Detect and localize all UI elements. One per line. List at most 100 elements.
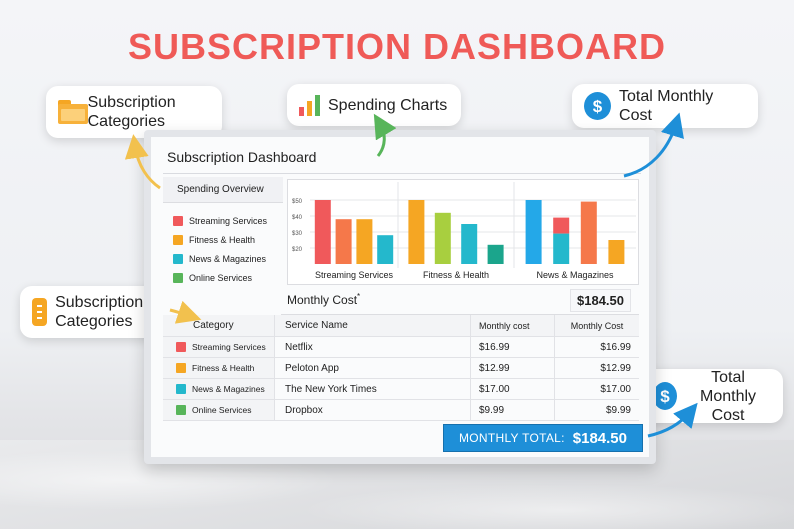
monthly-cost-label-text: Monthly Cost	[287, 293, 358, 307]
screen-title: Subscription Dashboard	[167, 149, 317, 165]
table-row[interactable]: Fitness & Health Peloton App $12.99 $12.99	[163, 358, 639, 379]
category-swatch	[176, 405, 186, 415]
monthly-cost-bar: Monthly Cost* $184.50	[281, 285, 639, 315]
monthly-total-value: $184.50	[572, 429, 627, 447]
subscription-table: Category Service Name Monthly cost Month…	[163, 315, 639, 421]
bar	[608, 240, 625, 264]
arrow-categories-top	[124, 134, 161, 190]
legend-label: Fitness & Health	[189, 234, 256, 245]
spending-overview-panel: Spending Overview Streaming Services Fit…	[163, 177, 283, 287]
callout-categories-side-label: Subscription Categories	[55, 294, 144, 330]
row-monthly-cost-2: $9.99	[605, 404, 631, 416]
x-category-label: News & Magazines	[536, 270, 614, 280]
row-category-label: News & Magazines	[192, 384, 265, 394]
callout-total-cost-side: $ Total Monthly Cost	[641, 368, 783, 424]
y-tick-label: $20	[292, 247, 303, 253]
bar-base	[553, 233, 570, 264]
row-service-name: Peloton App	[275, 358, 471, 378]
callout-total-cost-top: $ Total Monthly Cost	[572, 84, 758, 128]
bar	[356, 219, 373, 264]
row-category: Online Services	[163, 400, 275, 420]
table-row[interactable]: News & Magazines The New York Times $17.00…	[163, 379, 639, 400]
legend-swatch	[173, 272, 183, 283]
callout-spending-charts-label: Spending Charts	[328, 96, 448, 114]
row-category-label: Streaming Services	[192, 342, 266, 352]
row-category-label: Online Services	[192, 405, 252, 415]
folder-icon	[58, 100, 88, 124]
row-monthly-cost-1: $17.00	[471, 379, 555, 399]
legend-item[interactable]: Fitness & Health	[163, 230, 283, 249]
list-icon	[32, 298, 48, 326]
table-row[interactable]: Online Services Dropbox $9.99 $9.99	[163, 400, 639, 421]
row-category: Streaming Services	[163, 337, 275, 357]
x-category-label: Fitness & Health	[423, 270, 489, 280]
header-monthly-cost-2[interactable]: Monthly Cost	[570, 320, 624, 331]
row-monthly-cost-2: $17.00	[600, 383, 631, 395]
title-divider	[163, 173, 641, 174]
header-service-name[interactable]: Service Name	[275, 315, 471, 336]
category-swatch	[176, 342, 186, 352]
callout-total-cost-top-label: Total Monthly Cost	[619, 88, 714, 124]
arrow-total-cost-top	[623, 112, 684, 178]
row-category: Fitness & Health	[163, 358, 275, 378]
callout-categories-top: Subscription Categories	[46, 86, 222, 138]
bar	[408, 200, 425, 264]
legend-label: News & Magazines	[189, 253, 267, 264]
dashboard-screen: Subscription Dashboard Spending Overview…	[144, 130, 656, 464]
callout-categories-top-label: Subscription Categories	[87, 94, 176, 130]
legend-label: Online Services	[189, 272, 253, 283]
legend-item[interactable]: Streaming Services	[163, 211, 283, 230]
dollar-icon: $	[584, 92, 612, 120]
y-tick-label: $50	[292, 199, 303, 205]
arrow-categories-side	[169, 300, 202, 324]
bar	[525, 200, 542, 264]
category-swatch	[176, 384, 186, 394]
monthly-cost-label: Monthly Cost*	[287, 292, 360, 307]
callout-total-cost-side-label: Total Monthly Cost	[700, 368, 757, 424]
legend-item[interactable]: Online Services	[163, 268, 283, 287]
bar	[553, 217, 570, 234]
chart-svg: $50 $40 $30 $20 Streaming Services Fitness & …	[292, 182, 636, 280]
category-swatch	[176, 363, 186, 373]
monthly-cost-mark: *	[357, 292, 361, 301]
y-tick-label: $40	[292, 215, 303, 221]
monthly-cost-value: $184.50	[570, 289, 631, 312]
legend-swatch	[173, 215, 183, 226]
callout-spending-charts: Spending Charts	[287, 84, 461, 126]
bar	[377, 235, 394, 264]
row-service-name: The New York Times	[275, 379, 471, 399]
row-category: News & Magazines	[163, 379, 275, 399]
arrow-total-cost-side	[647, 402, 698, 438]
y-tick-label: $30	[292, 231, 303, 237]
row-service-name: Dropbox	[275, 400, 471, 420]
legend-swatch	[173, 253, 183, 264]
bar	[314, 200, 331, 264]
table-row[interactable]: Streaming Services Netflix $16.99 $16.99	[163, 337, 639, 358]
row-monthly-cost-2: $12.99	[600, 362, 631, 374]
legend-item[interactable]: News & Magazines	[163, 249, 283, 268]
legend-swatch	[173, 234, 183, 245]
bar	[461, 224, 478, 264]
row-service-name: Netflix	[275, 337, 471, 357]
monthly-total-label: MONTHLY TOTAL:	[458, 431, 565, 445]
page-headline: SUBSCRIPTION DASHBOARD	[127, 26, 667, 67]
row-monthly-cost-2: $16.99	[600, 341, 631, 353]
monthly-total-badge: MONTHLY TOTAL: $184.50	[443, 424, 643, 452]
bar	[487, 244, 504, 264]
header-monthly-cost-1[interactable]: Monthly cost	[471, 315, 555, 336]
row-monthly-cost-1: $9.99	[471, 400, 555, 420]
x-category-label: Streaming Services	[315, 270, 394, 280]
overview-title: Spending Overview	[163, 177, 283, 203]
arrow-spending-charts	[373, 113, 397, 157]
bar	[335, 219, 352, 264]
row-monthly-cost-1: $16.99	[471, 337, 555, 357]
row-category-label: Fitness & Health	[192, 363, 255, 373]
bar-chart-icon	[299, 94, 320, 116]
bar	[434, 212, 451, 264]
spending-bar-chart: $50 $40 $30 $20 Streaming Services Fitness & …	[287, 179, 639, 285]
legend-label: Streaming Services	[189, 215, 268, 226]
bar	[580, 201, 597, 264]
dollar-icon: $	[653, 382, 678, 410]
row-monthly-cost-1: $12.99	[471, 358, 555, 378]
